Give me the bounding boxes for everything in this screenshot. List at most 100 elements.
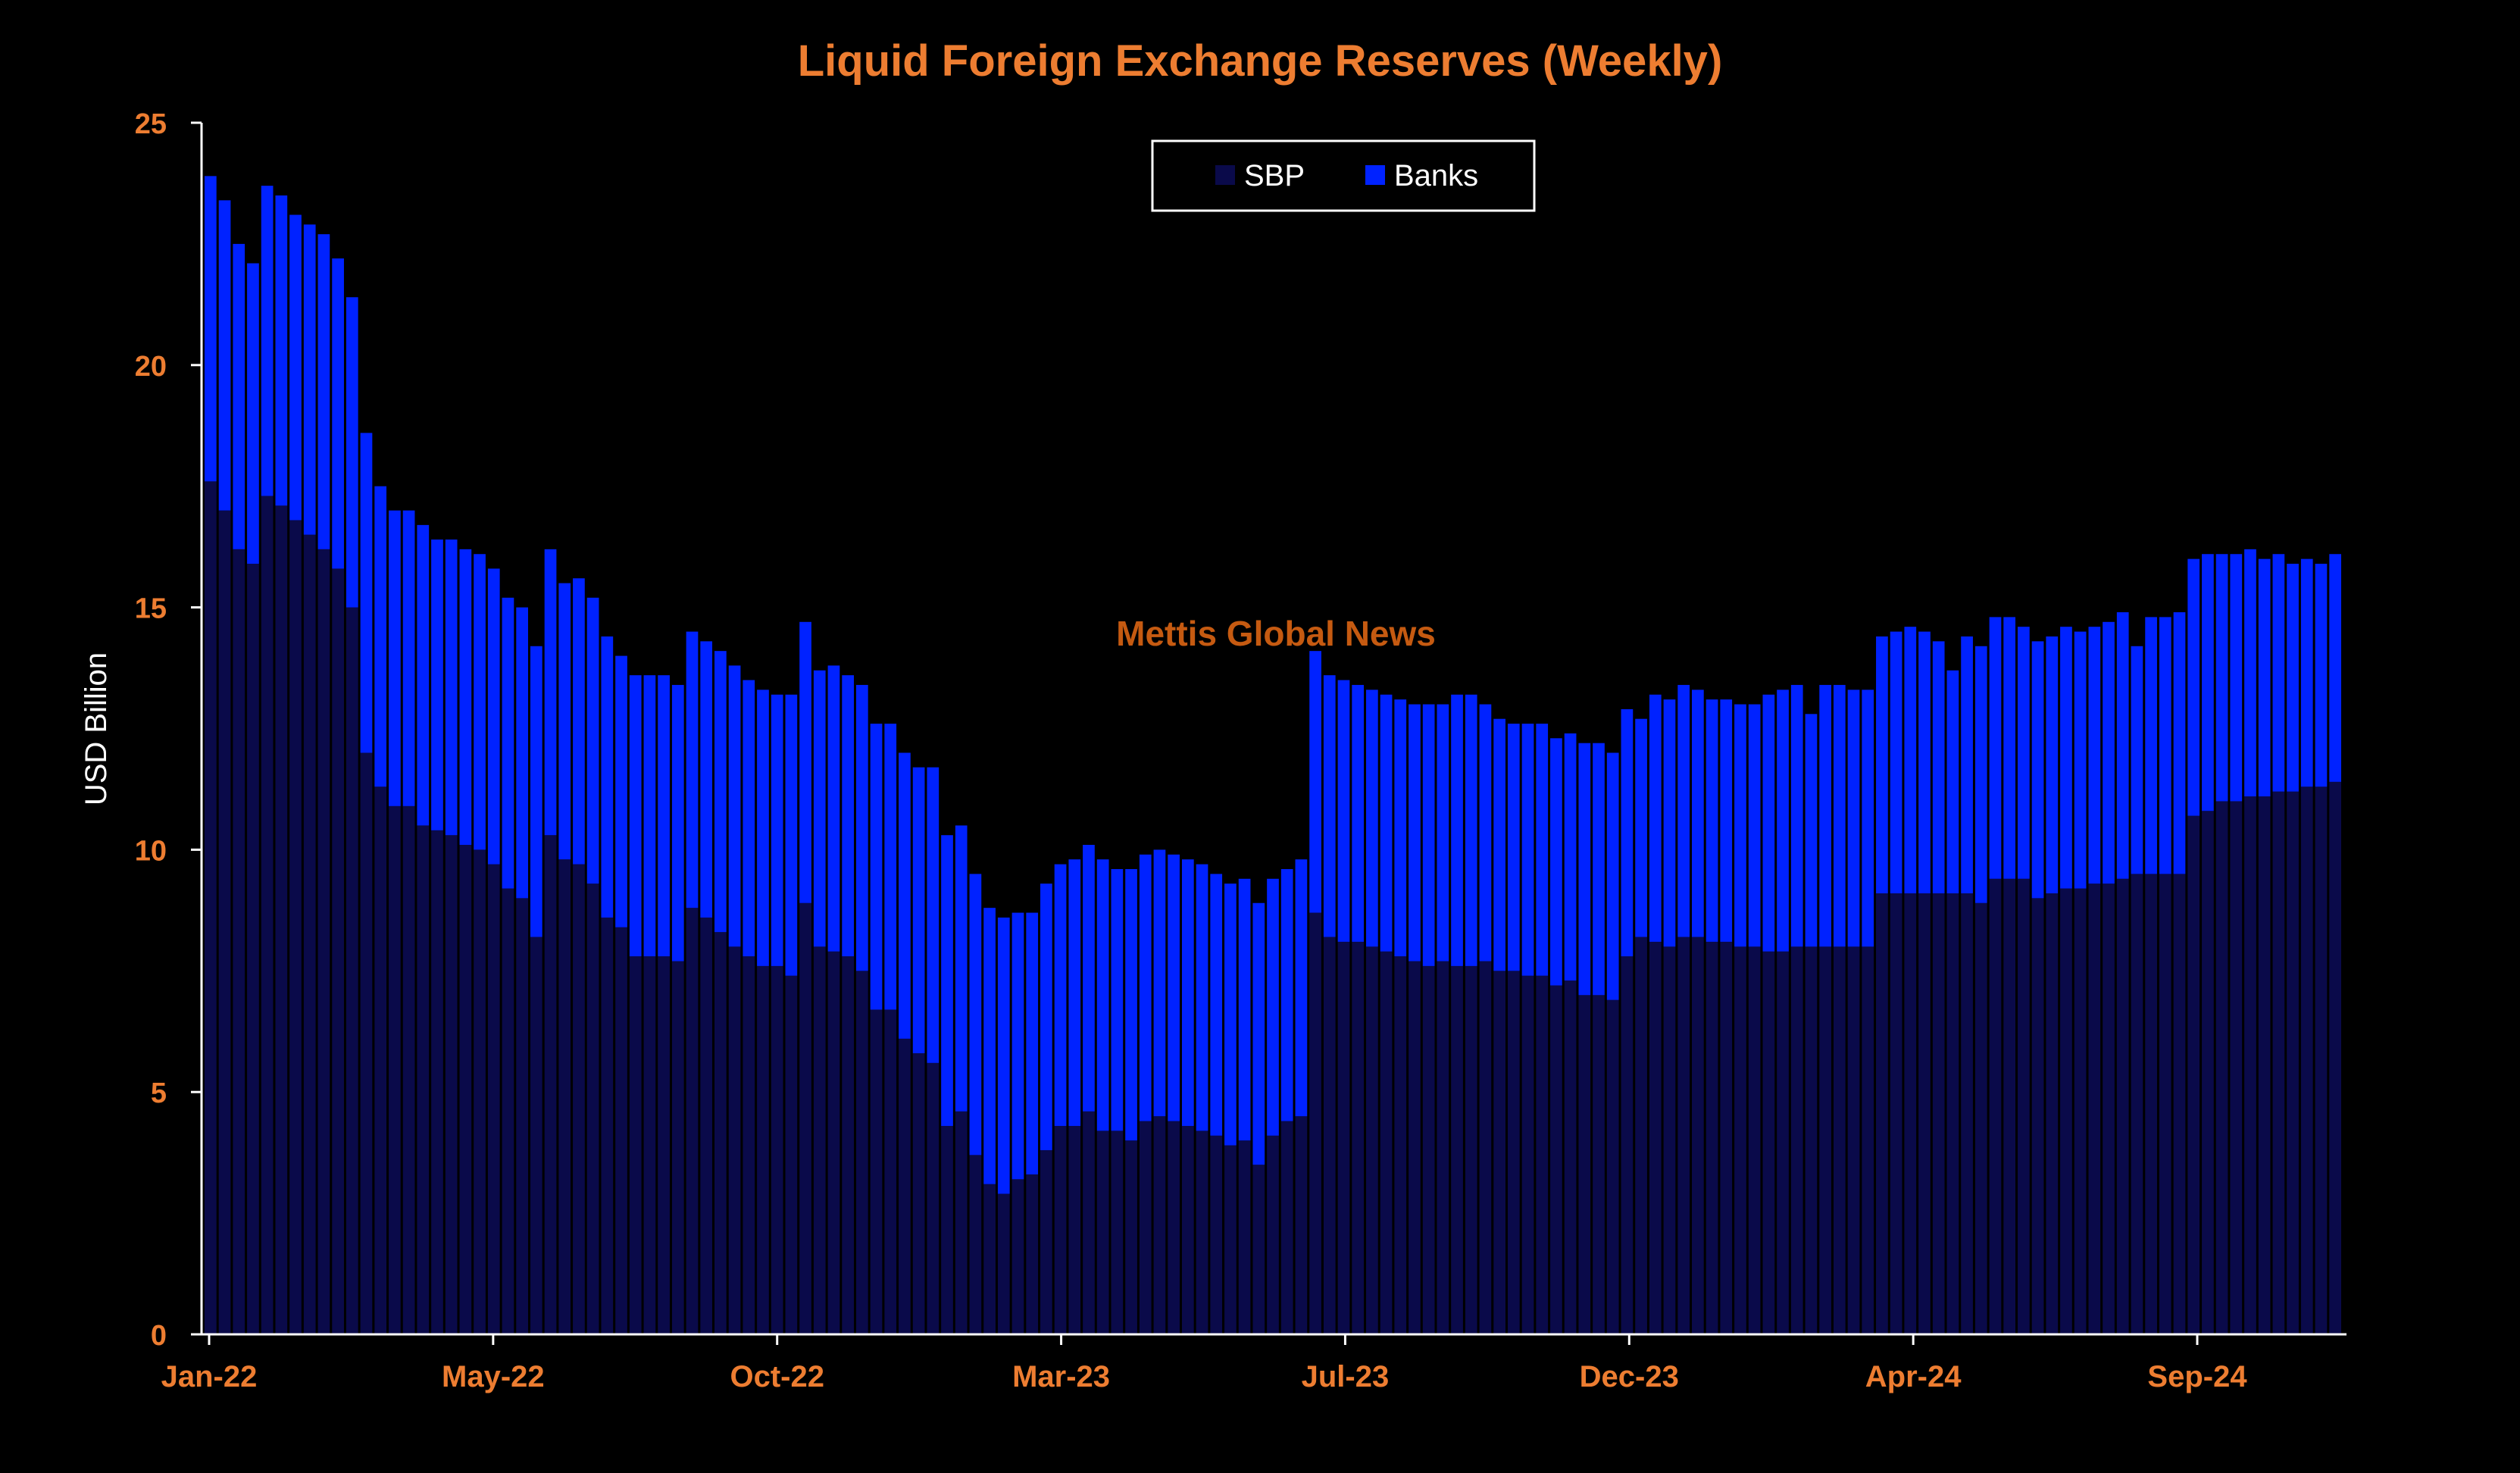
bar-sbp-21 (502, 888, 514, 1334)
watermark-text: Mettis Global News (1116, 614, 1436, 653)
bar-banks-37 (728, 665, 741, 947)
y-tick-label: 10 (135, 835, 167, 867)
bar-banks-107 (1720, 699, 1733, 942)
bar-banks-102 (1649, 694, 1662, 942)
bar-banks-147 (2287, 564, 2299, 792)
bar-sbp-123 (1946, 893, 1959, 1334)
bar-banks-143 (2230, 554, 2243, 802)
bar-sbp-62 (1083, 1111, 1095, 1334)
bar-banks-24 (544, 549, 557, 836)
bar-sbp-113 (1805, 946, 1818, 1334)
bar-sbp-35 (700, 917, 713, 1334)
bar-sbp-55 (983, 1184, 996, 1334)
bar-sbp-39 (757, 965, 769, 1334)
bar-sbp-99 (1606, 999, 1619, 1334)
bar-banks-49 (899, 752, 911, 1039)
bar-banks-92 (1507, 724, 1520, 971)
bar-banks-100 (1621, 708, 1634, 957)
bar-sbp-100 (1621, 956, 1634, 1334)
bar-sbp-57 (1011, 1179, 1024, 1334)
bar-sbp-127 (2003, 878, 2016, 1334)
bar-banks-68 (1168, 854, 1180, 1121)
bar-sbp-27 (586, 883, 599, 1334)
bar-banks-25 (558, 583, 571, 860)
bar-banks-29 (615, 655, 627, 927)
bar-banks-39 (757, 690, 769, 966)
bar-banks-114 (1819, 684, 1831, 947)
x-tick-label: Sep-24 (2147, 1360, 2247, 1393)
bar-sbp-122 (1932, 893, 1945, 1334)
bar-sbp-10 (345, 607, 358, 1334)
bar-banks-150 (2329, 554, 2341, 782)
bar-sbp-143 (2230, 801, 2243, 1334)
bar-banks-32 (658, 675, 670, 957)
bar-banks-113 (1805, 714, 1818, 947)
bar-banks-87 (1437, 704, 1449, 962)
bar-sbp-126 (1989, 878, 2002, 1334)
bar-banks-61 (1068, 859, 1081, 1126)
bar-banks-8 (317, 234, 330, 549)
bar-banks-89 (1465, 694, 1477, 966)
bar-banks-146 (2272, 554, 2285, 792)
bar-sbp-49 (899, 1038, 911, 1334)
bar-banks-56 (997, 917, 1010, 1194)
y-tick-label: 25 (135, 108, 167, 140)
bar-banks-88 (1451, 694, 1463, 966)
bar-banks-97 (1578, 743, 1591, 996)
bar-banks-83 (1380, 694, 1393, 952)
bar-banks-54 (969, 874, 982, 1156)
bar-banks-3 (247, 263, 259, 564)
bar-banks-118 (1876, 636, 1888, 893)
bar-sbp-134 (2103, 883, 2115, 1334)
bar-sbp-80 (1337, 941, 1350, 1334)
bar-banks-4 (261, 186, 274, 496)
bar-sbp-7 (303, 534, 316, 1335)
bar-banks-67 (1153, 849, 1166, 1117)
bar-sbp-47 (870, 1009, 883, 1334)
y-axis-label: USD Billion (80, 652, 113, 805)
bar-banks-99 (1606, 752, 1619, 1000)
bar-banks-130 (2046, 636, 2059, 893)
bar-banks-60 (1054, 864, 1067, 1126)
bar-sbp-58 (1026, 1174, 1039, 1334)
bar-sbp-137 (2145, 874, 2157, 1334)
bar-banks-19 (474, 554, 486, 850)
bar-sbp-132 (2074, 888, 2087, 1334)
bar-banks-129 (2031, 641, 2044, 899)
bar-banks-148 (2300, 558, 2313, 787)
bar-banks-149 (2315, 564, 2328, 787)
bar-sbp-46 (855, 971, 868, 1334)
bar-sbp-138 (2159, 874, 2171, 1334)
bar-banks-90 (1479, 704, 1492, 962)
bar-banks-55 (983, 908, 996, 1184)
bar-banks-71 (1210, 874, 1223, 1136)
legend-label-banks: Banks (1394, 159, 1478, 192)
bar-banks-85 (1409, 704, 1421, 962)
bar-banks-105 (1692, 690, 1704, 937)
bar-banks-53 (955, 825, 968, 1112)
bar-banks-42 (799, 621, 811, 903)
bar-sbp-74 (1252, 1165, 1265, 1334)
bar-sbp-26 (573, 864, 585, 1334)
bar-banks-138 (2159, 617, 2171, 874)
bar-sbp-86 (1422, 965, 1435, 1334)
bar-sbp-67 (1153, 1116, 1166, 1334)
bar-banks-14 (402, 510, 415, 806)
bar-banks-123 (1946, 670, 1959, 893)
bar-banks-26 (573, 578, 585, 865)
bar-banks-38 (743, 680, 755, 957)
bar-sbp-36 (714, 932, 727, 1334)
legend-swatch-banks (1365, 165, 1385, 185)
bar-banks-66 (1139, 854, 1152, 1121)
bar-sbp-139 (2173, 874, 2186, 1334)
bar-sbp-93 (1521, 975, 1534, 1334)
bar-sbp-31 (643, 956, 656, 1334)
bar-banks-101 (1635, 718, 1647, 937)
bar-sbp-118 (1876, 893, 1888, 1334)
bar-sbp-77 (1295, 1116, 1308, 1334)
bar-sbp-4 (261, 496, 274, 1334)
bar-sbp-95 (1550, 985, 1562, 1334)
bar-banks-5 (275, 195, 288, 506)
bar-sbp-131 (2060, 888, 2072, 1334)
bar-banks-65 (1125, 868, 1137, 1141)
